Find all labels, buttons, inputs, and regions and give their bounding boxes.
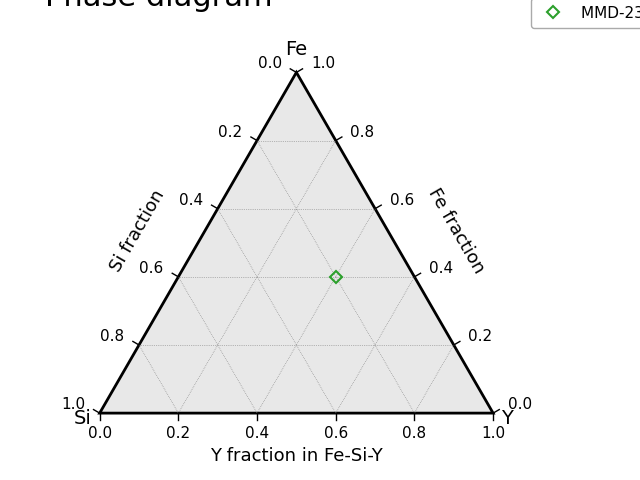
Text: 0.6: 0.6 xyxy=(324,426,348,441)
Text: 1.0: 1.0 xyxy=(311,57,335,72)
Text: Si: Si xyxy=(74,409,92,428)
Text: Y fraction in Fe-Si-Y: Y fraction in Fe-Si-Y xyxy=(210,446,383,465)
Text: Phase diagram: Phase diagram xyxy=(45,0,272,12)
Text: 0.8: 0.8 xyxy=(100,329,124,344)
Text: 0.2: 0.2 xyxy=(468,329,493,344)
Text: 0.4: 0.4 xyxy=(245,426,269,441)
Text: 0.4: 0.4 xyxy=(179,192,203,208)
Text: 0.6: 0.6 xyxy=(140,261,164,276)
Text: 0.6: 0.6 xyxy=(390,192,414,208)
Text: 1.0: 1.0 xyxy=(61,397,85,412)
Legend: MMD-2386 (this entry): MMD-2386 (this entry) xyxy=(531,0,640,28)
Text: Fe: Fe xyxy=(285,40,307,59)
Text: Si fraction: Si fraction xyxy=(106,187,168,275)
Text: 0.0: 0.0 xyxy=(508,397,532,412)
Text: 0.4: 0.4 xyxy=(429,261,453,276)
Text: 0.8: 0.8 xyxy=(403,426,426,441)
Text: 0.2: 0.2 xyxy=(166,426,191,441)
Polygon shape xyxy=(100,72,493,413)
Text: 1.0: 1.0 xyxy=(481,426,505,441)
Text: Y: Y xyxy=(501,409,513,428)
Text: 0.0: 0.0 xyxy=(88,426,112,441)
Text: 0.8: 0.8 xyxy=(350,125,374,140)
Text: 0.0: 0.0 xyxy=(258,57,282,72)
Text: Fe fraction: Fe fraction xyxy=(424,185,488,277)
Text: 0.2: 0.2 xyxy=(218,125,243,140)
